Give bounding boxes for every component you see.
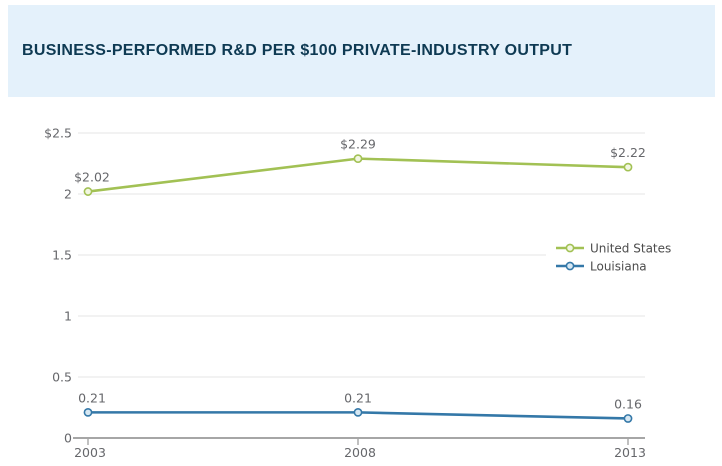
x-axis-tick-label: 2003 <box>74 445 106 460</box>
x-axis-tick-label: 2013 <box>614 445 646 460</box>
legend-item-united-states[interactable]: United States <box>556 242 671 256</box>
y-axis-tick-label: 0 <box>64 431 72 446</box>
data-point-marker[interactable] <box>353 154 363 164</box>
legend-item-louisiana[interactable]: Louisiana <box>556 260 647 274</box>
legend-label: Louisiana <box>590 260 647 274</box>
data-point-label: $2.29 <box>340 137 376 152</box>
legend-label: United States <box>590 242 671 256</box>
y-axis-tick-label: 1 <box>64 309 72 324</box>
y-axis-tick-label: 0.5 <box>52 370 72 385</box>
data-point-label: 0.21 <box>344 390 372 405</box>
title-banner: BUSINESS-PERFORMED R&D PER $100 PRIVATE-… <box>8 5 715 97</box>
data-point-marker[interactable] <box>83 187 93 196</box>
data-point-marker[interactable] <box>623 414 633 423</box>
data-point-label: 0.16 <box>614 396 642 411</box>
data-point-marker[interactable] <box>353 407 363 417</box>
chart-area: $2.5 2 1.5 1 0.5 0 2003 2008 2013 $2.02 $2.29 $2.22… <box>0 100 722 466</box>
data-point-label: $2.22 <box>610 145 646 160</box>
page-title: BUSINESS-PERFORMED R&D PER $100 PRIVATE-… <box>22 42 573 59</box>
data-point-marker[interactable] <box>83 407 93 417</box>
data-point-label: $2.02 <box>74 170 110 185</box>
y-axis-tick-label: $2.5 <box>44 126 72 141</box>
y-axis-tick-label: 1.5 <box>52 248 72 263</box>
data-point-label: 0.21 <box>78 390 106 405</box>
legend-marker-icon <box>565 261 575 271</box>
legend-marker-icon <box>565 243 575 253</box>
series-line-united-states <box>86 157 630 193</box>
x-axis-tick-label: 2008 <box>344 445 376 460</box>
legend-background <box>546 234 678 280</box>
y-axis-tick-label: 2 <box>64 187 72 202</box>
data-point-marker[interactable] <box>623 162 633 172</box>
